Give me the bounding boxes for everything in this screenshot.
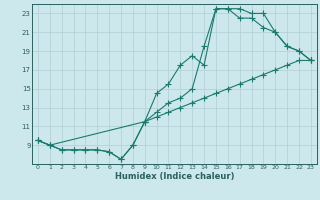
X-axis label: Humidex (Indice chaleur): Humidex (Indice chaleur) [115,172,234,181]
